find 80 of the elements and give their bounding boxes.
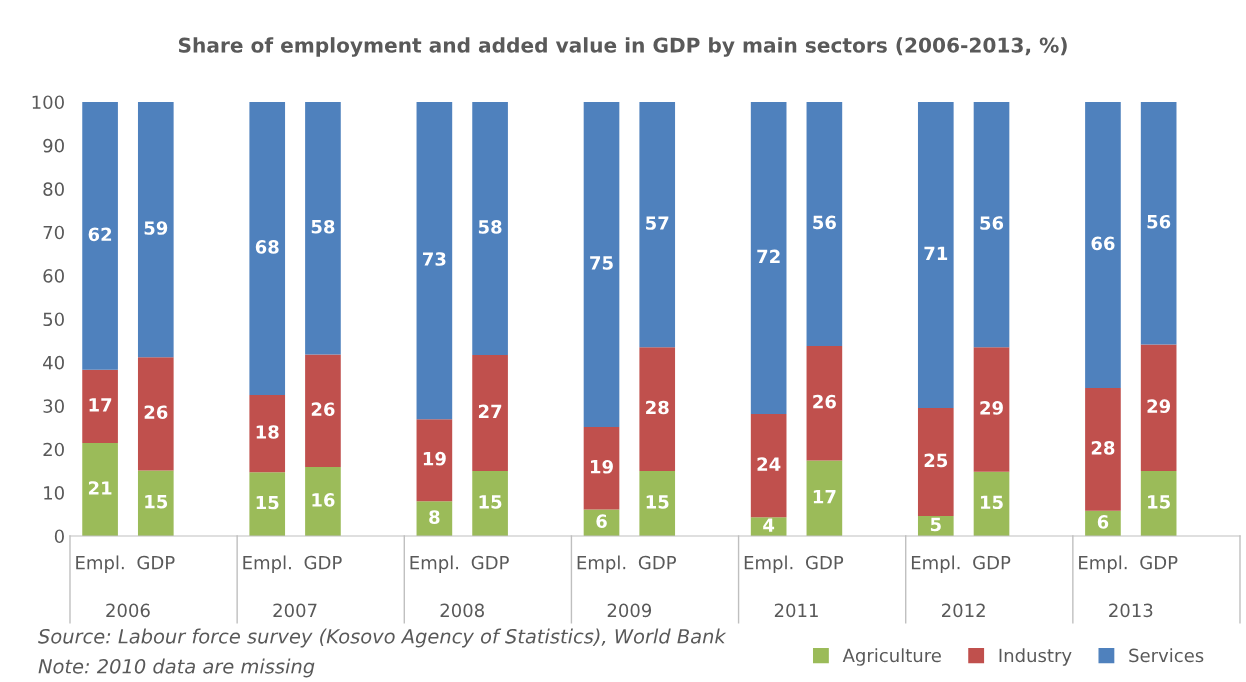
data-label: 56 [980, 216, 1004, 230]
y-tick-label: 60 [43, 269, 64, 283]
y-tick-label: 80 [43, 182, 64, 196]
data-label: 56 [1147, 214, 1171, 229]
data-label: 66 [1091, 236, 1115, 251]
x-tick-label: GDP [805, 555, 844, 570]
data-label: 18 [256, 425, 279, 439]
source-note: Source: Labour force survey (Kosovo Agency of Statistics), World Bank [38, 628, 727, 648]
y-tick-label: 30 [43, 399, 64, 413]
text: Note: 2010 data are missing [38, 658, 315, 678]
data-label: 15 [256, 495, 279, 510]
legend-label: Industry [999, 648, 1072, 666]
x-tick-label: Empl. [1079, 555, 1127, 573]
x-tick-label: Empl. [911, 555, 960, 573]
y-tick-label: 90 [43, 138, 64, 153]
data-label: 24 [757, 457, 781, 471]
text: 2008 [440, 603, 484, 618]
data-label: 72 [757, 249, 780, 264]
y-tick-label: 70 [43, 225, 64, 240]
x-tick-label: GDP [304, 555, 342, 570]
text: 2013 [1109, 603, 1153, 618]
data-label: 56 [813, 215, 836, 230]
data-label: 28 [646, 400, 669, 415]
data-label: 15 [479, 495, 502, 509]
data-label: 29 [1147, 399, 1171, 413]
chart-title: Share of employment and added value in GDP by main sectors (2006-2013, %) [178, 37, 1067, 57]
text: 2007 [273, 603, 317, 618]
x-tick-label: GDP [1140, 555, 1178, 570]
data-label: 58 [311, 219, 335, 234]
data-label: 75 [590, 256, 613, 270]
data-label: 15 [646, 495, 669, 509]
text: 2009 [607, 603, 652, 618]
text: 2012 [942, 603, 985, 618]
x-tick-label: Empl. [243, 555, 291, 573]
legend-label: Services [1129, 648, 1204, 663]
x-tick-label: Empl. [76, 555, 124, 573]
data-label: 16 [312, 493, 335, 507]
data-label: 59 [144, 221, 168, 235]
x-tick-label: GDP [638, 555, 676, 570]
data-label: 21 [88, 481, 112, 495]
data-label: 6 [596, 514, 607, 528]
data-label: 17 [89, 398, 112, 412]
x-tick-label: Empl. [410, 555, 459, 573]
data-label: 57 [646, 216, 669, 230]
legend-label: Agriculture [842, 648, 941, 666]
data-label: 62 [88, 227, 112, 242]
data-label: 15 [145, 495, 168, 509]
data-label: 25 [924, 453, 948, 468]
y-tick-label: 20 [43, 442, 64, 457]
y-tick-label: 40 [43, 355, 64, 370]
x-tick-label: GDP [137, 555, 175, 570]
data-label: 68 [255, 240, 279, 254]
data-label: 19 [590, 459, 613, 474]
data-label: 15 [1148, 495, 1170, 509]
data-label: 8 [429, 510, 440, 524]
data-label: 29 [980, 401, 1003, 415]
text: 2006 [106, 603, 150, 618]
x-tick-label: GDP [471, 555, 509, 570]
y-tick-label: 10 [44, 486, 64, 500]
data-label: 19 [423, 451, 446, 466]
y-tick-label: 0 [54, 529, 64, 544]
data-label: 26 [144, 405, 168, 420]
data-label: 71 [924, 246, 948, 260]
data-label: 4 [763, 518, 775, 532]
data-label: 28 [1091, 441, 1115, 455]
data-label: 26 [311, 402, 335, 417]
y-tick-label: 100 [32, 95, 64, 110]
x-tick-label: Empl. [744, 555, 793, 573]
data-label: 5 [930, 517, 941, 532]
data-label: 15 [980, 495, 1003, 510]
data-label: 58 [478, 220, 502, 234]
text: 2011 [774, 603, 818, 618]
data-label: 17 [813, 490, 836, 504]
x-tick-label: GDP [973, 555, 1011, 570]
data-label: 73 [423, 252, 446, 266]
data-label: 26 [813, 394, 836, 409]
x-tick-label: Empl. [577, 555, 626, 573]
data-label: 27 [478, 404, 502, 418]
data-label: 6 [1097, 515, 1109, 529]
y-tick-label: 50 [43, 312, 64, 327]
